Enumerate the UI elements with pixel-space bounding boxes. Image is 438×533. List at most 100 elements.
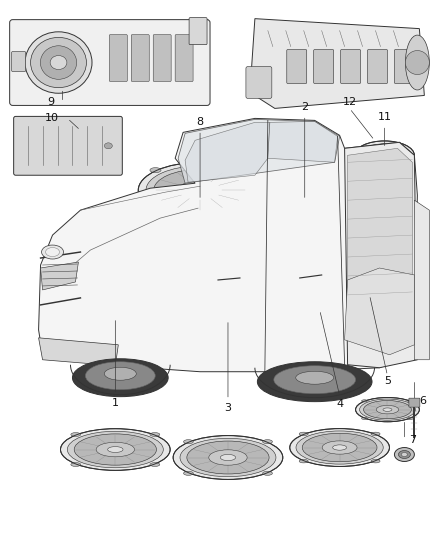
Text: 10: 10: [45, 114, 59, 123]
Ellipse shape: [108, 447, 123, 453]
Circle shape: [406, 51, 429, 75]
Polygon shape: [185, 123, 270, 182]
Ellipse shape: [42, 245, 64, 259]
Polygon shape: [250, 19, 424, 108]
Polygon shape: [41, 262, 78, 290]
Ellipse shape: [296, 431, 383, 464]
Ellipse shape: [71, 463, 81, 466]
Ellipse shape: [408, 400, 413, 402]
Ellipse shape: [371, 459, 380, 463]
Ellipse shape: [408, 417, 413, 419]
FancyBboxPatch shape: [287, 50, 307, 84]
FancyBboxPatch shape: [110, 35, 127, 82]
Ellipse shape: [178, 181, 222, 200]
Ellipse shape: [50, 55, 67, 69]
Ellipse shape: [332, 445, 346, 450]
Ellipse shape: [150, 208, 161, 213]
Ellipse shape: [191, 187, 209, 194]
Polygon shape: [348, 148, 413, 316]
Ellipse shape: [173, 435, 283, 480]
Ellipse shape: [362, 400, 367, 402]
Ellipse shape: [184, 440, 193, 443]
Ellipse shape: [146, 166, 254, 215]
Ellipse shape: [154, 169, 247, 211]
Text: 8: 8: [197, 117, 204, 127]
Text: 9: 9: [47, 98, 54, 108]
Ellipse shape: [150, 167, 161, 173]
Ellipse shape: [290, 75, 319, 90]
Ellipse shape: [180, 438, 276, 477]
Ellipse shape: [379, 153, 390, 158]
Ellipse shape: [299, 432, 308, 435]
Ellipse shape: [262, 440, 272, 443]
Ellipse shape: [399, 450, 410, 458]
Polygon shape: [39, 118, 417, 372]
Ellipse shape: [401, 453, 407, 456]
Ellipse shape: [74, 434, 156, 465]
Ellipse shape: [258, 362, 372, 402]
Ellipse shape: [187, 441, 269, 474]
Ellipse shape: [299, 80, 310, 85]
Polygon shape: [414, 200, 429, 360]
Ellipse shape: [104, 143, 112, 149]
Text: 7: 7: [409, 434, 416, 445]
Text: 4: 4: [336, 399, 343, 409]
FancyBboxPatch shape: [341, 50, 360, 84]
FancyBboxPatch shape: [314, 50, 334, 84]
Ellipse shape: [290, 429, 389, 466]
FancyBboxPatch shape: [153, 35, 171, 82]
FancyBboxPatch shape: [246, 67, 272, 99]
Ellipse shape: [273, 67, 337, 99]
FancyBboxPatch shape: [395, 50, 414, 84]
Text: 6: 6: [419, 395, 426, 406]
Ellipse shape: [60, 429, 170, 470]
FancyBboxPatch shape: [10, 20, 210, 106]
Ellipse shape: [262, 471, 272, 475]
FancyBboxPatch shape: [367, 50, 388, 84]
Text: 5: 5: [384, 376, 391, 386]
Ellipse shape: [239, 167, 250, 173]
Ellipse shape: [406, 35, 429, 90]
Text: 12: 12: [343, 98, 357, 108]
Ellipse shape: [96, 442, 134, 457]
Ellipse shape: [104, 367, 136, 380]
Ellipse shape: [360, 399, 415, 420]
FancyBboxPatch shape: [14, 116, 122, 175]
Text: 2: 2: [301, 102, 308, 112]
Ellipse shape: [279, 70, 330, 95]
Ellipse shape: [362, 417, 367, 419]
Ellipse shape: [46, 247, 60, 256]
Ellipse shape: [371, 149, 398, 161]
Ellipse shape: [302, 433, 377, 462]
Ellipse shape: [395, 448, 414, 462]
FancyBboxPatch shape: [175, 35, 193, 82]
Text: 3: 3: [224, 402, 231, 413]
Polygon shape: [345, 268, 414, 355]
Polygon shape: [345, 142, 417, 368]
Ellipse shape: [25, 32, 92, 93]
Polygon shape: [268, 122, 338, 162]
Ellipse shape: [376, 406, 399, 414]
Ellipse shape: [355, 141, 414, 169]
Ellipse shape: [138, 163, 262, 218]
FancyBboxPatch shape: [409, 398, 420, 407]
Ellipse shape: [72, 359, 168, 397]
Ellipse shape: [296, 371, 334, 384]
Polygon shape: [39, 338, 118, 366]
Ellipse shape: [239, 208, 250, 213]
FancyBboxPatch shape: [189, 18, 207, 45]
Ellipse shape: [364, 400, 411, 419]
FancyBboxPatch shape: [12, 52, 25, 71]
Ellipse shape: [150, 433, 160, 437]
Ellipse shape: [383, 408, 392, 411]
FancyBboxPatch shape: [131, 35, 149, 82]
Ellipse shape: [356, 398, 419, 422]
Ellipse shape: [71, 433, 81, 437]
Ellipse shape: [67, 431, 163, 468]
Ellipse shape: [85, 362, 155, 390]
Ellipse shape: [40, 46, 77, 79]
Ellipse shape: [322, 441, 357, 454]
Ellipse shape: [31, 37, 86, 87]
Polygon shape: [178, 119, 339, 183]
Ellipse shape: [150, 463, 160, 466]
